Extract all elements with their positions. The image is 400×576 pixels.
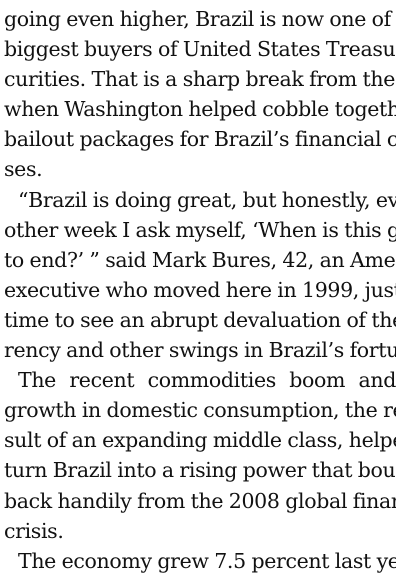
text-line: crisis. bbox=[4, 518, 64, 543]
text-line: curities. That is a sharp break from the… bbox=[4, 67, 396, 92]
text-line: other week I ask myself, ‘When is this g… bbox=[4, 217, 396, 242]
text-line: bailout packages for Brazil’s financial … bbox=[4, 127, 396, 152]
text-line: executive who moved here in 1999, just i… bbox=[4, 277, 396, 302]
paragraph-2: “Brazil is doing great, but honestly, ev… bbox=[4, 185, 396, 366]
text-line: biggest buyers of United States Treasury… bbox=[4, 37, 396, 62]
text-line: “Brazil is doing great, but honestly, ev… bbox=[18, 187, 396, 212]
text-line: growth in domestic consumption, the re- bbox=[4, 398, 396, 423]
text-line: going even higher, Brazil is now one of … bbox=[4, 7, 396, 31]
text-line: ses. bbox=[4, 157, 43, 182]
text-line: turn Brazil into a rising power that bou… bbox=[4, 458, 396, 483]
text-line: The economy grew 7.5 percent last year bbox=[18, 548, 396, 573]
text-line: to end?’ ” said Mark Bures, 42, an Ameri… bbox=[4, 247, 396, 272]
paragraph-3: The recent commodities boom and growth i… bbox=[4, 365, 396, 546]
text-line: sult of an expanding middle class, helpe… bbox=[4, 428, 396, 453]
text-line: when Washington helped cobble together bbox=[4, 97, 396, 122]
article-body: going even higher, Brazil is now one of … bbox=[4, 4, 396, 573]
text-line: The recent commodities boom and bbox=[18, 368, 396, 393]
text-line: time to see an abrupt devaluation of the… bbox=[4, 307, 396, 332]
paragraph-4: The economy grew 7.5 percent last year bbox=[4, 546, 396, 576]
paragraph-1: going even higher, Brazil is now one of … bbox=[4, 4, 396, 185]
text-line: back handily from the 2008 global financ… bbox=[4, 488, 396, 513]
text-line: rency and other swings in Brazil’s fortu… bbox=[4, 338, 396, 363]
